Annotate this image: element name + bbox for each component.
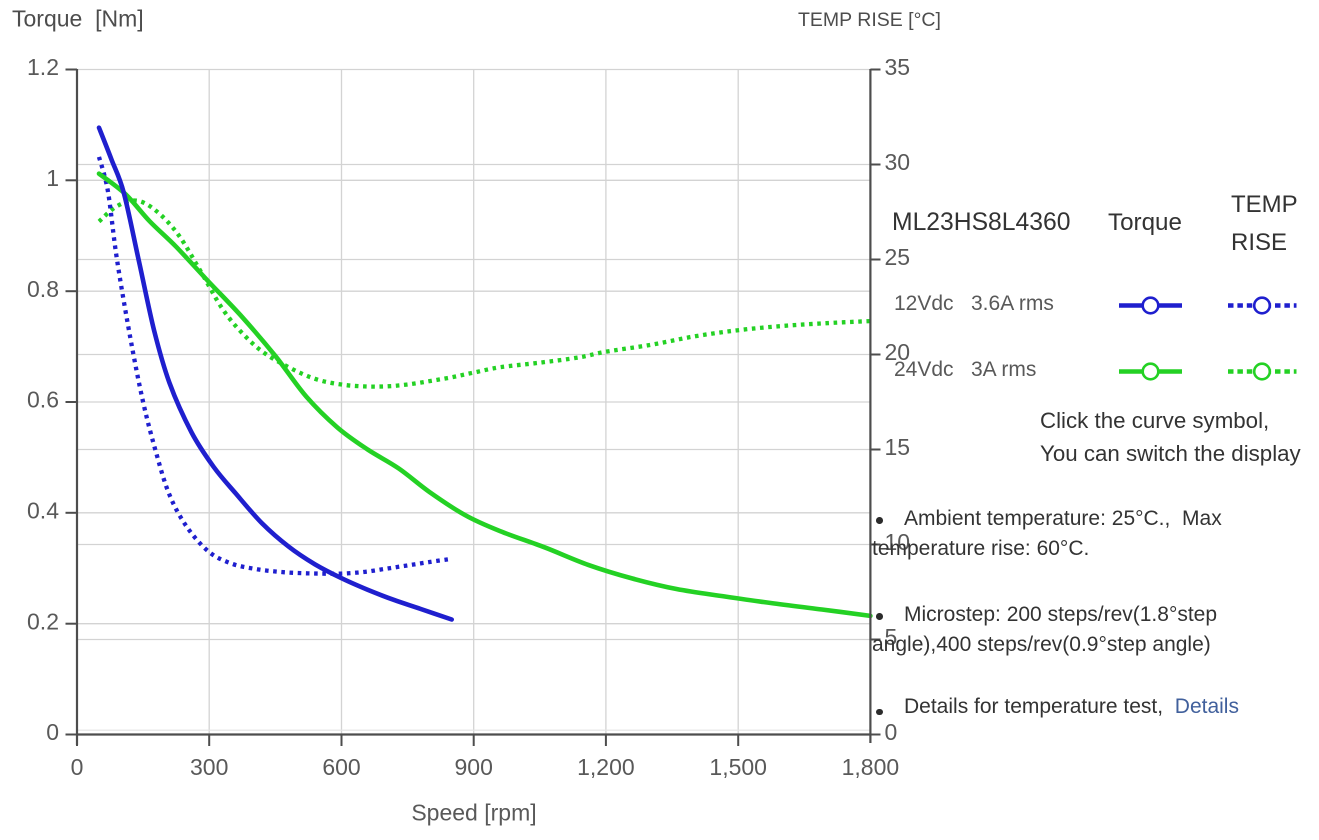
svg-text:35: 35 [885,54,911,80]
svg-text:10: 10 [885,529,911,555]
svg-text:0: 0 [885,719,898,745]
svg-text:1,200: 1,200 [577,754,635,780]
svg-text:25: 25 [885,244,911,270]
svg-text:1: 1 [46,165,59,191]
svg-text:0.4: 0.4 [27,498,59,524]
svg-text:5: 5 [885,624,898,650]
svg-text:1.2: 1.2 [27,54,59,80]
svg-text:600: 600 [322,754,360,780]
svg-text:0.8: 0.8 [27,276,59,302]
svg-text:15: 15 [885,434,911,460]
svg-text:Torque [Nm]: Torque [Nm] [12,6,144,32]
svg-text:30: 30 [885,149,911,175]
svg-text:0.6: 0.6 [27,387,59,413]
svg-text:1,500: 1,500 [709,754,767,780]
svg-text:0.2: 0.2 [27,608,59,634]
svg-text:0: 0 [71,754,84,780]
svg-text:Speed [rpm]: Speed [rpm] [411,800,536,826]
svg-text:1,800: 1,800 [842,754,900,780]
svg-text:20: 20 [885,339,911,365]
svg-text:900: 900 [455,754,493,780]
svg-text:0: 0 [46,719,59,745]
svg-text:TEMP RISE [°C]: TEMP RISE [°C] [798,9,941,31]
svg-text:300: 300 [190,754,228,780]
